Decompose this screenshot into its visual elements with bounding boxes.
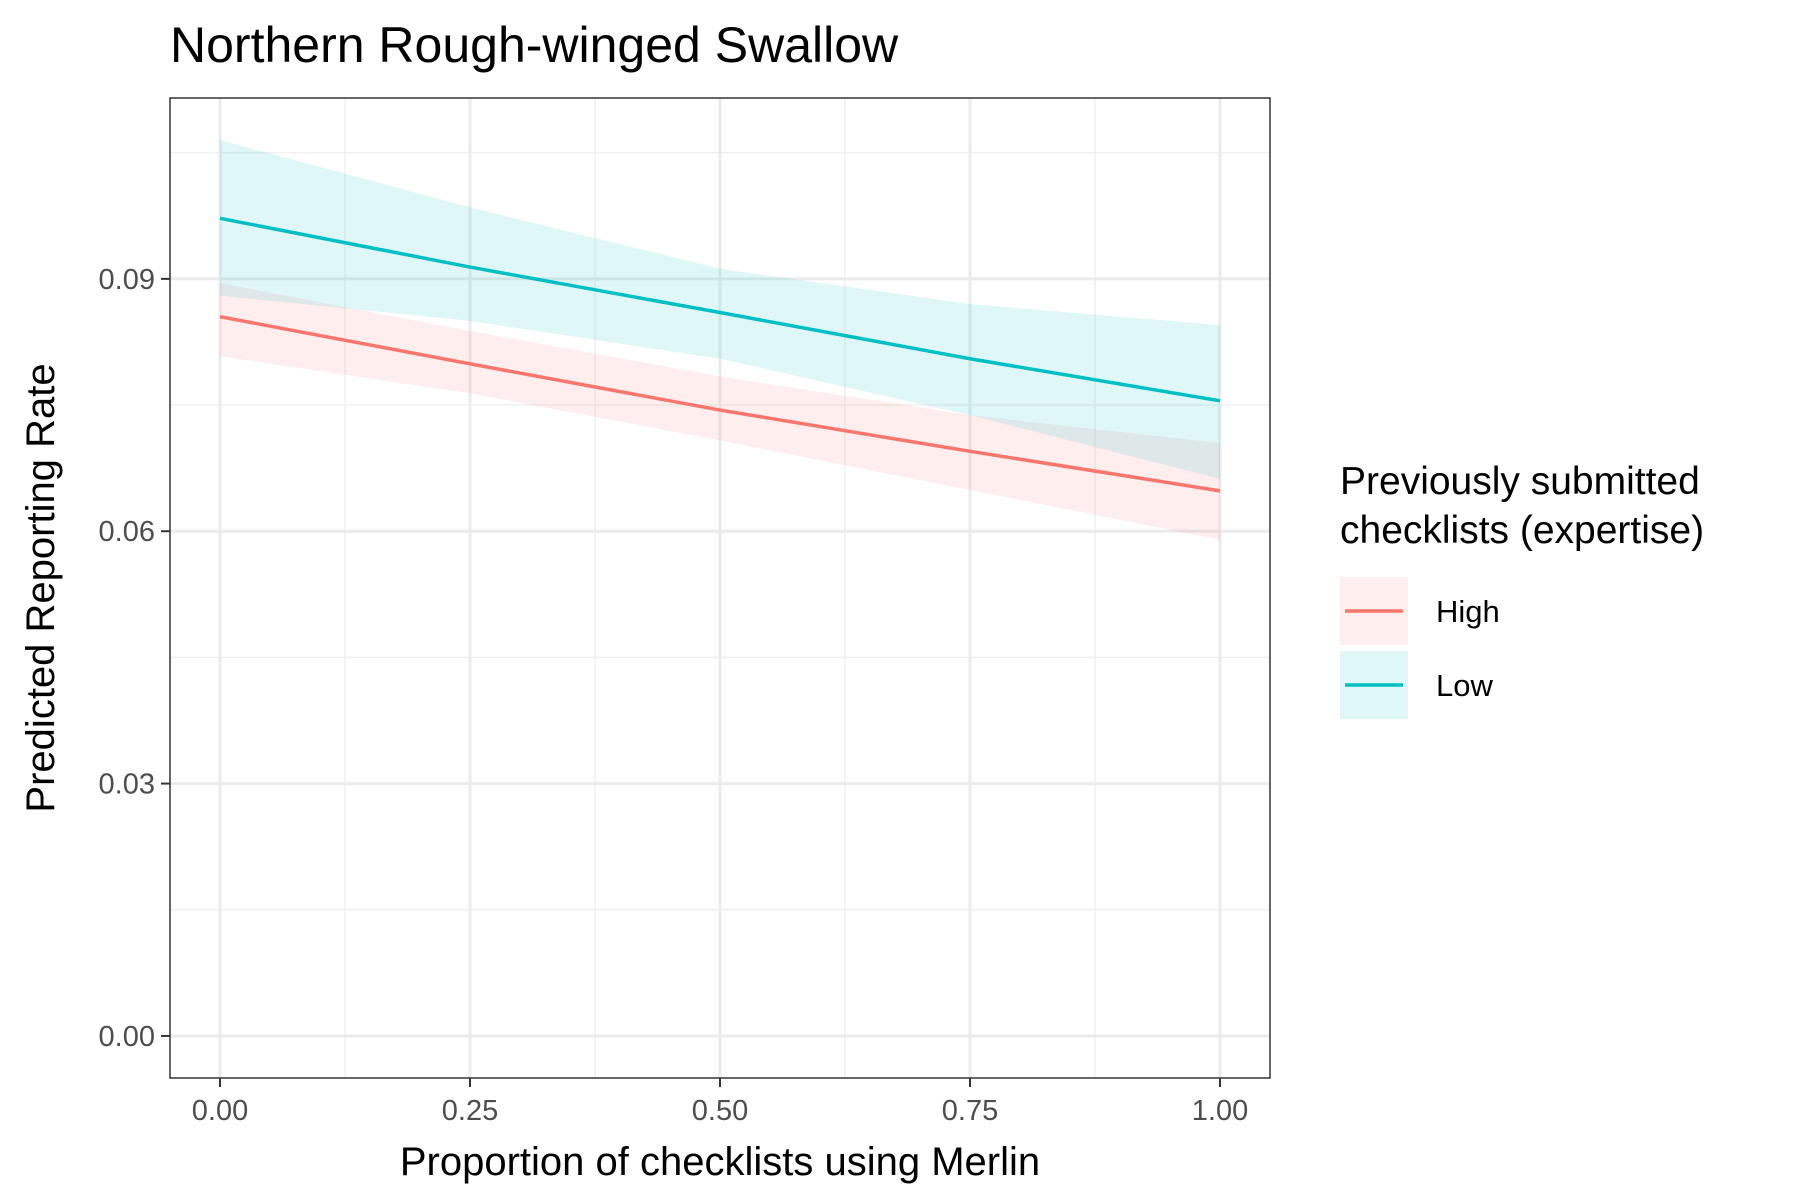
- line-high: [219, 314, 1221, 493]
- y-axis-title: Predicted Reporting Rate: [19, 363, 63, 812]
- legend-item-low: Low: [1340, 651, 1493, 719]
- grid-major: [170, 98, 1270, 1078]
- x-axis-title: Proportion of checklists using Merlin: [400, 1140, 1040, 1184]
- y-tick-label: 0.00: [99, 1021, 155, 1053]
- x-tick-label: 1.00: [1192, 1095, 1248, 1127]
- legend-title-line-2: checklists (expertise): [1340, 509, 1704, 552]
- y-tick-label: 0.09: [99, 264, 155, 296]
- legend-label: Low: [1436, 668, 1493, 703]
- series-lines: [219, 216, 1221, 493]
- x-tick-label: 0.50: [692, 1095, 748, 1127]
- y-tick-label: 0.06: [99, 516, 155, 548]
- legend-items: High Low: [1340, 577, 1500, 719]
- x-tick-label: 0.00: [192, 1095, 248, 1127]
- y-axis: 0.00 0.03 0.06 0.09: [99, 264, 170, 1053]
- y-tick-label: 0.03: [99, 769, 155, 801]
- x-tick-label: 0.75: [942, 1095, 998, 1127]
- legend: Previously submitted checklists (experti…: [1340, 460, 1704, 719]
- legend-title-line-1: Previously submitted: [1340, 460, 1700, 503]
- ribbon-low: [220, 140, 1220, 480]
- line-low: [219, 216, 1221, 403]
- legend-item-high: High: [1340, 577, 1500, 645]
- x-tick-label: 0.25: [442, 1095, 498, 1127]
- chart-title: Northern Rough-winged Swallow: [170, 17, 899, 73]
- x-axis: 0.00 0.25 0.50 0.75 1.00: [192, 1078, 1248, 1127]
- plot-panel: [169, 97, 1271, 1079]
- legend-label: High: [1436, 594, 1500, 629]
